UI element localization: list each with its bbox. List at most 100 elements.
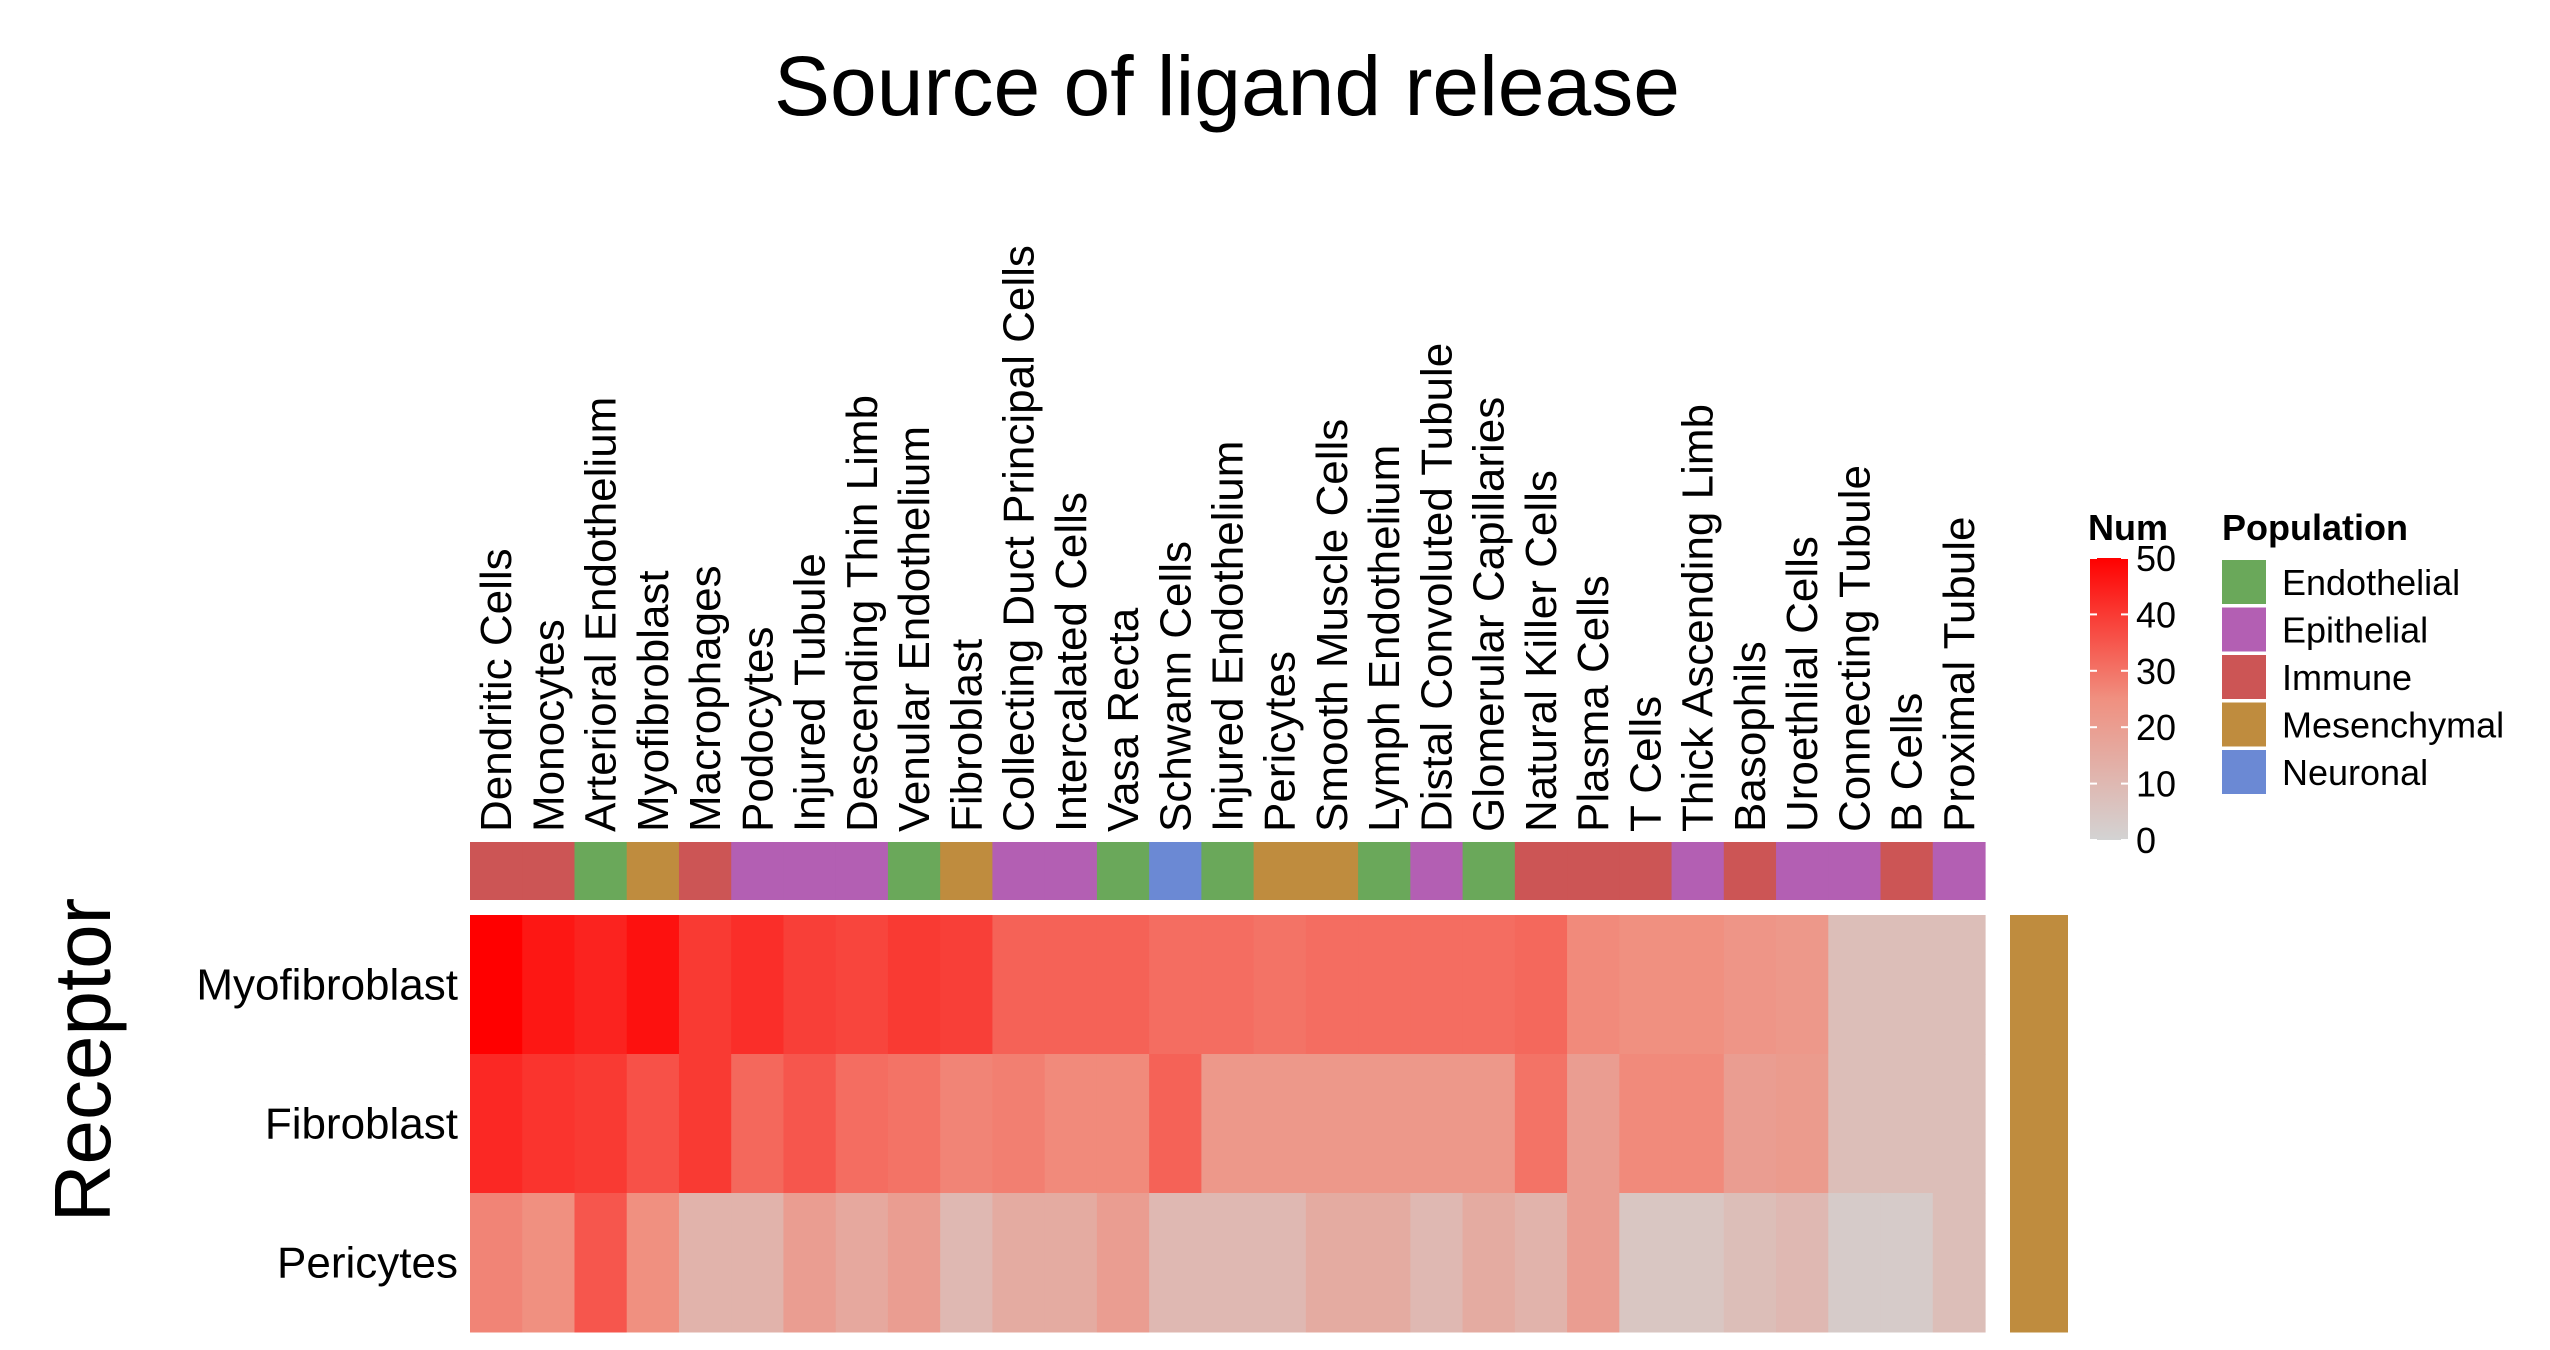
row-label: Myofibroblast — [196, 961, 458, 1010]
heatmap-cell — [1671, 915, 1725, 1055]
column-population-cell — [1044, 842, 1098, 900]
heatmap-cell — [783, 1193, 837, 1333]
heatmap-cell — [783, 915, 837, 1055]
column-label: Vasa Recta — [1099, 607, 1148, 832]
heatmap-cell — [1619, 1193, 1673, 1333]
column-population-cell — [626, 842, 680, 900]
column-label: Venular Endothelium — [890, 426, 939, 832]
heatmap-cell — [1776, 1054, 1829, 1194]
heatmap-cell — [1619, 915, 1673, 1055]
heatmap-cell — [1201, 1054, 1255, 1194]
column-label: Pericytes — [1256, 651, 1305, 832]
heatmap-cell — [574, 915, 628, 1055]
heatmap-cell — [1358, 1193, 1411, 1333]
heatmap-cell — [678, 1054, 732, 1194]
heatmap-cell — [1462, 915, 1516, 1055]
heatmap-cell — [574, 1054, 628, 1194]
heatmap-cell — [1567, 1193, 1620, 1333]
heatmap-cell — [470, 1193, 523, 1333]
column-population-cell — [835, 842, 889, 900]
heatmap-cell — [1776, 915, 1829, 1055]
heatmap-cell — [887, 915, 941, 1055]
heatmap-cell — [1514, 1193, 1568, 1333]
heatmap-cell — [1880, 915, 1934, 1055]
heatmap-cell — [1253, 1193, 1307, 1333]
column-population-cell — [1253, 842, 1307, 900]
column-population-cell — [1671, 842, 1725, 900]
column-population-cell — [783, 842, 837, 900]
heatmap-cell — [992, 1054, 1046, 1194]
column-population-cell — [1776, 842, 1829, 900]
legend-swatch — [2222, 607, 2266, 652]
column-population-cell — [1932, 842, 1986, 900]
heatmap-cell — [1149, 1054, 1202, 1194]
colorbar-tick-label: 50 — [2136, 538, 2176, 579]
heatmap-cell — [1828, 915, 1882, 1055]
heatmap-cell — [1358, 1054, 1411, 1194]
column-population-cell — [470, 842, 523, 900]
heatmap-cell — [1305, 915, 1359, 1055]
heatmap-cell — [1096, 1193, 1150, 1333]
column-label: Dendritic Cells — [472, 548, 521, 832]
colorbar-legend: Num 0 10 20 30 40 50 — [2088, 507, 2176, 861]
heatmap-cell — [574, 1193, 628, 1333]
heatmap-cell — [522, 1054, 576, 1194]
column-population-cell — [678, 842, 732, 900]
heatmap-cell — [1932, 1193, 1986, 1333]
heatmap-cell — [522, 915, 576, 1055]
heatmap-cell — [1149, 1193, 1202, 1333]
legend-label: Mesenchymal — [2282, 705, 2504, 746]
heatmap-cell — [1514, 915, 1568, 1055]
legend-label: Epithelial — [2282, 610, 2428, 651]
row-population-bar — [2010, 915, 2068, 1333]
column-label: Thick Ascending Limb — [1674, 404, 1723, 832]
heatmap-cell — [1776, 1193, 1829, 1333]
heatmap-cell — [835, 1054, 889, 1194]
heatmap-cell — [1880, 1193, 1934, 1333]
heatmap-cell — [1932, 915, 1986, 1055]
colorbar-tick-label: 20 — [2136, 707, 2176, 748]
column-population-cell — [1201, 842, 1255, 900]
column-population-cell — [731, 842, 785, 900]
row-label: Fibroblast — [265, 1100, 458, 1149]
legend-label: Endothelial — [2282, 562, 2460, 603]
heatmap-cell — [1828, 1193, 1882, 1333]
row-labels: Myofibroblast Fibroblast Pericytes — [196, 961, 458, 1288]
heatmap-cell — [1828, 1054, 1882, 1194]
heatmap-cell — [835, 915, 889, 1055]
column-population-cell — [574, 842, 628, 900]
heatmap-cell — [1567, 1054, 1620, 1194]
row-population-cell — [2010, 1193, 2068, 1333]
legend-swatch — [2222, 560, 2266, 604]
heatmap-cell — [1619, 1054, 1673, 1194]
legend-swatch — [2222, 702, 2266, 747]
column-label: Fibroblast — [942, 639, 991, 832]
heatmap-cell — [887, 1054, 941, 1194]
heatmap-cell — [1671, 1193, 1725, 1333]
column-population-cell — [940, 842, 994, 900]
column-population-cell — [1462, 842, 1516, 900]
heatmap-cell — [626, 1193, 680, 1333]
column-label: B Cells — [1883, 693, 1932, 832]
column-population-bar — [470, 842, 1986, 900]
column-population-cell — [522, 842, 576, 900]
column-population-cell — [1723, 842, 1777, 900]
legend-label: Neuronal — [2282, 752, 2428, 793]
heatmap-cell — [940, 1193, 994, 1333]
heatmap-cell — [1410, 915, 1464, 1055]
column-population-cell — [1619, 842, 1673, 900]
heatmap-cell — [626, 1054, 680, 1194]
colorbar-title: Num — [2088, 507, 2168, 548]
column-label: Plasma Cells — [1569, 575, 1618, 832]
column-population-cell — [1096, 842, 1150, 900]
heatmap-cell — [1149, 915, 1202, 1055]
heatmap-cell — [940, 915, 994, 1055]
y-axis-label: Receptor — [38, 898, 127, 1223]
heatmap-cell — [992, 1193, 1046, 1333]
heatmap-cell — [678, 915, 732, 1055]
column-label: Connecting Tubule — [1830, 465, 1879, 832]
column-population-cell — [1149, 842, 1202, 900]
heatmap-cell — [940, 1054, 994, 1194]
heatmap-cell — [470, 1054, 523, 1194]
